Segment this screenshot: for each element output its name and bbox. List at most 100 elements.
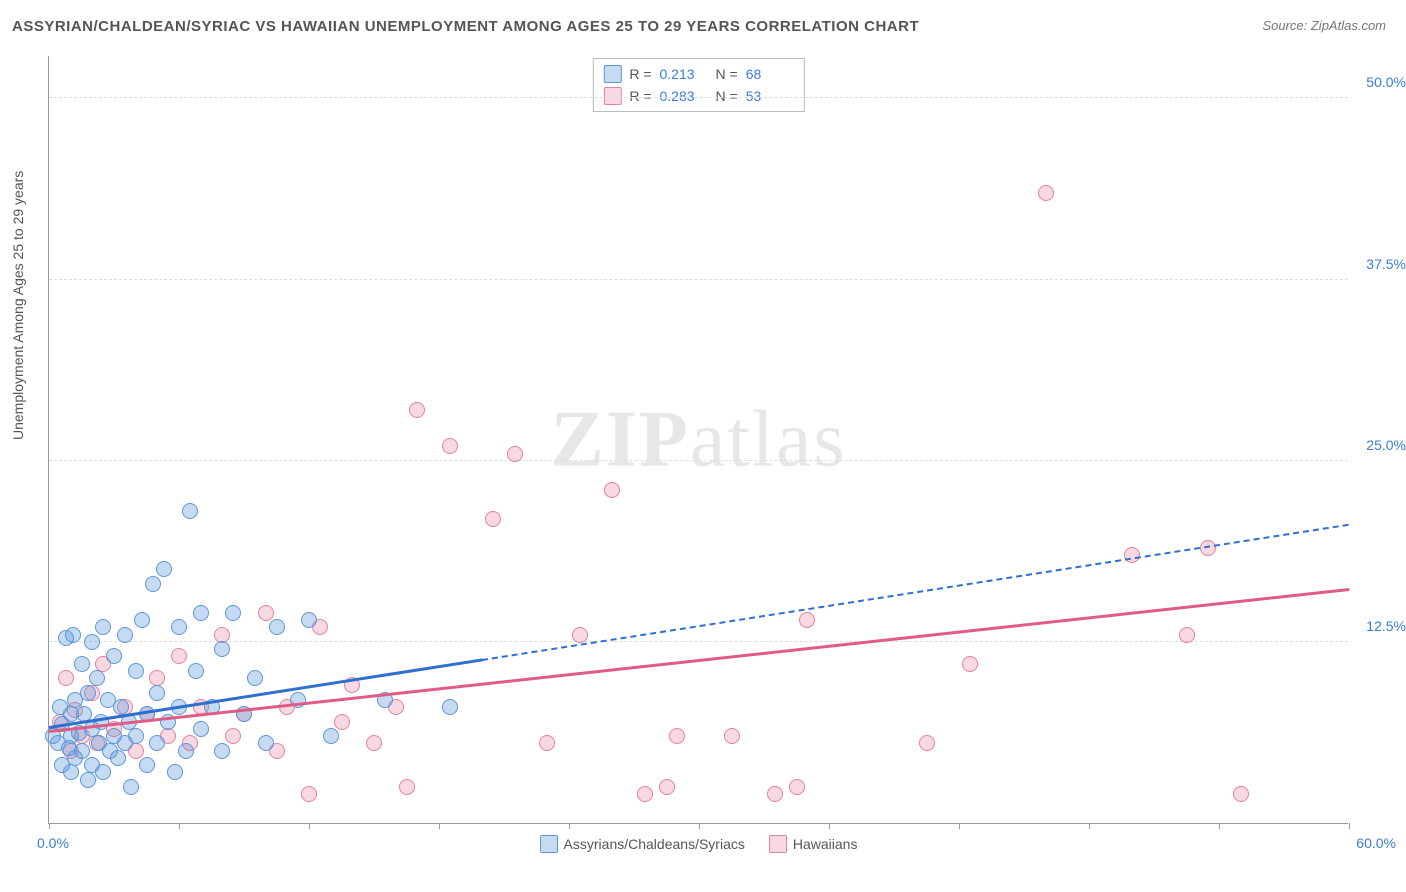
data-point-a [247, 670, 263, 686]
r-value-a: 0.213 [660, 66, 708, 82]
n-label: N = [716, 88, 738, 104]
data-point-a [214, 641, 230, 657]
data-point-a [269, 619, 285, 635]
data-point-a [74, 656, 90, 672]
chart-title: ASSYRIAN/CHALDEAN/SYRIAC VS HAWAIIAN UNE… [12, 18, 919, 35]
data-point-b [1233, 786, 1249, 802]
data-point-b [604, 482, 620, 498]
r-label: R = [629, 66, 651, 82]
gridline [49, 97, 1348, 98]
n-value-a: 68 [746, 66, 794, 82]
data-point-a [110, 750, 126, 766]
trendline-solid [49, 588, 1349, 733]
data-point-a [149, 685, 165, 701]
x-tick [1219, 823, 1220, 829]
data-point-b [409, 402, 425, 418]
gridline [49, 641, 1348, 642]
data-point-a [89, 670, 105, 686]
data-point-b [507, 446, 523, 462]
legend-series: Assyrians/Chaldeans/Syriacs Hawaiians [540, 835, 858, 853]
data-point-a [145, 576, 161, 592]
data-point-a [95, 619, 111, 635]
gridline [49, 460, 1348, 461]
data-point-b [572, 627, 588, 643]
x-tick [309, 823, 310, 829]
data-point-a [113, 699, 129, 715]
y-axis-label: Unemployment Among Ages 25 to 29 years [10, 171, 26, 440]
data-point-a [74, 743, 90, 759]
watermark-bold: ZIP [551, 395, 690, 483]
watermark: ZIPatlas [551, 394, 847, 485]
swatch-b-icon [603, 87, 621, 105]
source-attribution: Source: ZipAtlas.com [1262, 18, 1386, 33]
data-point-b [659, 779, 675, 795]
x-tick [439, 823, 440, 829]
swatch-a-icon [603, 65, 621, 83]
legend-item-b: Hawaiians [769, 835, 858, 853]
data-point-a [84, 634, 100, 650]
gridline [49, 279, 1348, 280]
data-point-a [225, 605, 241, 621]
data-point-a [171, 619, 187, 635]
data-point-b [301, 786, 317, 802]
data-point-b [539, 735, 555, 751]
data-point-a [95, 764, 111, 780]
data-point-a [117, 627, 133, 643]
data-point-b [789, 779, 805, 795]
x-max-label: 60.0% [1356, 835, 1396, 851]
data-point-b [258, 605, 274, 621]
data-point-b [1179, 627, 1195, 643]
x-tick [1089, 823, 1090, 829]
data-point-a [188, 663, 204, 679]
data-point-b [919, 735, 935, 751]
series-b-label: Hawaiians [793, 836, 858, 852]
data-point-b [442, 438, 458, 454]
data-point-a [167, 764, 183, 780]
data-point-b [334, 714, 350, 730]
data-point-a [156, 561, 172, 577]
y-tick-label: 12.5% [1366, 618, 1406, 634]
x-tick [569, 823, 570, 829]
data-point-a [323, 728, 339, 744]
trendline-solid [49, 658, 483, 729]
data-point-a [80, 685, 96, 701]
data-point-a [106, 648, 122, 664]
data-point-b [767, 786, 783, 802]
data-point-a [134, 612, 150, 628]
data-point-a [63, 764, 79, 780]
data-point-b [1124, 547, 1140, 563]
x-tick [49, 823, 50, 829]
data-point-a [65, 627, 81, 643]
data-point-b [637, 786, 653, 802]
data-point-a [128, 728, 144, 744]
swatch-a-icon [540, 835, 558, 853]
legend-correlation: R = 0.213 N = 68 R = 0.283 N = 53 [592, 58, 804, 112]
data-point-a [193, 721, 209, 737]
x-tick [699, 823, 700, 829]
legend-row-a: R = 0.213 N = 68 [603, 63, 793, 85]
data-point-b [399, 779, 415, 795]
x-tick [959, 823, 960, 829]
data-point-a [128, 663, 144, 679]
x-tick [829, 823, 830, 829]
swatch-b-icon [769, 835, 787, 853]
data-point-a [178, 743, 194, 759]
data-point-a [258, 735, 274, 751]
y-tick-label: 50.0% [1366, 74, 1406, 90]
y-tick-label: 37.5% [1366, 256, 1406, 272]
data-point-b [366, 735, 382, 751]
n-value-b: 53 [746, 88, 794, 104]
watermark-light: atlas [690, 395, 847, 483]
data-point-a [193, 605, 209, 621]
data-point-b [485, 511, 501, 527]
r-value-b: 0.283 [660, 88, 708, 104]
data-point-a [123, 779, 139, 795]
data-point-b [1038, 185, 1054, 201]
series-a-label: Assyrians/Chaldeans/Syriacs [564, 836, 745, 852]
data-point-a [149, 735, 165, 751]
x-origin-label: 0.0% [37, 835, 69, 851]
x-tick [179, 823, 180, 829]
x-tick [1349, 823, 1350, 829]
data-point-b [58, 670, 74, 686]
n-label: N = [716, 66, 738, 82]
